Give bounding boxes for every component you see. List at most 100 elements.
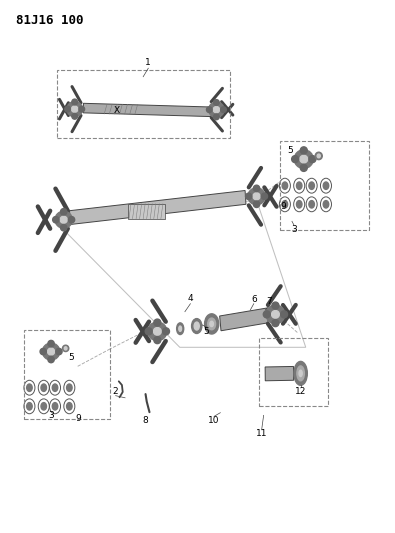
Text: 5: 5 [69,353,74,362]
Ellipse shape [297,200,302,208]
Ellipse shape [56,349,62,355]
Ellipse shape [67,384,72,391]
Ellipse shape [67,402,72,410]
Text: 5: 5 [287,146,293,155]
Text: 7: 7 [267,296,273,305]
Ellipse shape [248,188,265,205]
Ellipse shape [214,114,219,120]
Ellipse shape [294,361,307,385]
Ellipse shape [145,328,152,335]
Text: 8: 8 [143,416,149,425]
Text: 12: 12 [295,387,306,396]
Ellipse shape [272,320,279,327]
Ellipse shape [309,200,314,208]
Text: 3: 3 [291,225,297,234]
Ellipse shape [263,311,270,318]
Ellipse shape [53,216,59,223]
Text: 10: 10 [208,416,220,425]
FancyBboxPatch shape [128,204,165,219]
Ellipse shape [47,348,55,355]
Ellipse shape [60,216,67,223]
Ellipse shape [27,402,32,410]
Text: 9: 9 [75,414,81,423]
Ellipse shape [27,384,32,391]
Text: 5: 5 [204,327,209,336]
Ellipse shape [254,201,260,207]
Ellipse shape [323,200,329,208]
Ellipse shape [214,100,219,106]
Ellipse shape [271,311,279,318]
Ellipse shape [323,182,329,189]
Ellipse shape [72,99,77,105]
Ellipse shape [192,319,202,334]
Ellipse shape [209,102,224,117]
Ellipse shape [221,107,226,112]
Ellipse shape [297,182,302,189]
Ellipse shape [309,182,314,189]
Ellipse shape [72,114,77,119]
Text: 1: 1 [145,59,151,67]
Ellipse shape [254,185,260,191]
Text: X: X [114,106,120,115]
Ellipse shape [253,193,260,200]
Ellipse shape [163,328,169,335]
Ellipse shape [67,101,83,117]
Ellipse shape [266,305,285,324]
Polygon shape [83,103,211,117]
Polygon shape [70,190,246,224]
Ellipse shape [68,216,75,223]
Ellipse shape [48,341,54,347]
Ellipse shape [297,366,305,381]
Ellipse shape [299,370,302,376]
Ellipse shape [246,193,252,199]
Text: 81J16 100: 81J16 100 [17,14,84,27]
Ellipse shape [71,106,78,112]
Ellipse shape [154,319,161,326]
Polygon shape [265,367,293,381]
Ellipse shape [55,211,72,228]
Ellipse shape [205,314,219,334]
Ellipse shape [60,208,67,215]
Ellipse shape [210,321,213,327]
Ellipse shape [177,323,184,335]
Text: 6: 6 [251,295,257,304]
Ellipse shape [194,322,199,330]
Ellipse shape [179,326,182,332]
Ellipse shape [153,328,161,335]
Ellipse shape [261,193,267,199]
Ellipse shape [64,347,67,350]
Ellipse shape [294,150,313,168]
Ellipse shape [154,337,161,344]
Ellipse shape [300,164,307,172]
Ellipse shape [148,322,167,341]
Ellipse shape [315,152,322,160]
Ellipse shape [42,343,60,360]
Text: 11: 11 [256,430,267,439]
Ellipse shape [207,107,212,112]
Text: 2: 2 [113,387,118,396]
Ellipse shape [41,402,47,410]
Ellipse shape [309,156,316,163]
Ellipse shape [317,154,320,158]
Ellipse shape [62,345,69,352]
Ellipse shape [213,107,220,113]
Ellipse shape [282,200,288,208]
Ellipse shape [292,156,299,163]
Ellipse shape [40,349,46,355]
Ellipse shape [300,147,307,154]
Ellipse shape [41,384,47,391]
Ellipse shape [300,155,308,163]
Ellipse shape [52,402,58,410]
Polygon shape [220,308,268,331]
Ellipse shape [52,384,58,391]
Text: 9: 9 [280,203,286,212]
Ellipse shape [272,302,279,309]
Ellipse shape [282,182,288,189]
Ellipse shape [60,224,67,231]
Ellipse shape [79,106,85,112]
Text: 3: 3 [48,411,54,420]
Ellipse shape [280,311,288,318]
Text: 4: 4 [188,294,193,303]
Ellipse shape [65,106,70,112]
Ellipse shape [48,357,54,363]
